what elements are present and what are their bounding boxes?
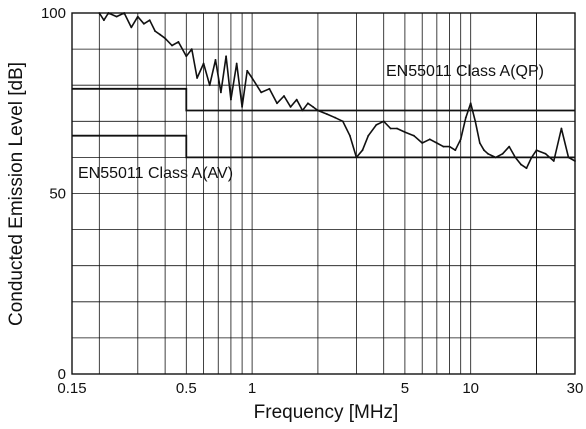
data-point	[389, 127, 392, 130]
y-tick-labels: 0 50 100	[41, 5, 66, 383]
data-point	[442, 145, 445, 148]
limit-label-av: EN55011 Class A(AV)	[78, 165, 233, 182]
data-point	[448, 145, 451, 148]
data-point	[349, 134, 351, 137]
data-point	[469, 102, 472, 105]
data-point	[185, 55, 188, 58]
data-point	[552, 160, 555, 162]
data-point	[435, 142, 438, 144]
data-point	[560, 127, 563, 130]
data-point	[154, 30, 157, 32]
data-point	[171, 44, 173, 47]
data-point	[567, 156, 570, 159]
data-point	[361, 149, 364, 152]
data-point	[326, 113, 328, 115]
data-point	[251, 77, 254, 79]
data-point	[307, 102, 309, 105]
data-point	[196, 77, 199, 79]
data-point	[428, 138, 431, 141]
data-point	[525, 167, 528, 170]
data-point	[478, 142, 481, 144]
data-point	[115, 15, 118, 18]
data-point	[220, 91, 222, 94]
data-point	[355, 156, 358, 159]
data-point	[312, 106, 314, 108]
data-point	[136, 15, 139, 18]
x-tick-label: 0.5	[176, 380, 197, 397]
data-point	[367, 134, 370, 137]
data-point	[459, 138, 462, 141]
data-point	[159, 33, 162, 36]
x-tick-label: 1	[248, 380, 256, 397]
data-point	[501, 152, 504, 155]
data-point	[148, 19, 151, 22]
data-point	[103, 19, 105, 22]
data-point	[454, 149, 457, 152]
data-point	[177, 41, 180, 43]
data-point	[317, 109, 319, 112]
data-point	[334, 116, 337, 119]
limit-line-qp	[72, 87, 575, 112]
data-point	[483, 149, 485, 152]
data-point	[241, 106, 244, 108]
data-point	[295, 98, 298, 101]
data-point	[341, 120, 344, 123]
data-point	[382, 120, 385, 123]
limit-label-qp: EN55011 Class A(QP)	[386, 63, 544, 80]
series-line-0	[98, 12, 576, 169]
data-point	[535, 149, 538, 152]
data-point	[268, 87, 271, 90]
data-point	[530, 156, 533, 159]
y-tick-label: 100	[41, 5, 66, 22]
data-point	[190, 48, 193, 50]
data-point	[230, 98, 232, 101]
data-point	[246, 69, 249, 72]
x-tick-label: 5	[401, 380, 409, 397]
data-point	[276, 102, 278, 105]
plot-grid	[72, 13, 575, 374]
data-point	[202, 62, 205, 65]
limit-lines	[72, 87, 575, 159]
data-point	[508, 145, 511, 148]
data-point	[487, 152, 489, 155]
data-point	[520, 163, 522, 166]
data-point	[225, 55, 228, 58]
emission-trace	[98, 12, 576, 170]
data-point	[396, 127, 398, 130]
data-point	[494, 156, 497, 159]
data-point	[375, 124, 378, 126]
x-tick-label: 0.15	[57, 380, 86, 397]
x-tick-labels: 0.15 0.5 1 5 10 30	[57, 380, 583, 397]
data-point	[413, 134, 415, 137]
data-point	[474, 120, 477, 123]
data-point	[214, 59, 217, 61]
y-axis-title: Conducted Emission Level [dB]	[6, 62, 27, 326]
x-axis-title: Frequency [MHz]	[254, 402, 399, 423]
y-tick-label: 50	[49, 186, 66, 203]
plot-frame	[71, 12, 576, 375]
limit-line-av	[72, 134, 575, 159]
data-point	[143, 22, 145, 25]
data-point	[421, 142, 424, 144]
data-point	[260, 91, 263, 94]
data-point	[514, 156, 517, 159]
data-point	[164, 37, 167, 40]
data-point	[208, 84, 211, 87]
x-tick-label: 10	[462, 380, 479, 397]
data-point	[235, 62, 238, 65]
data-point	[464, 116, 467, 119]
y-tick-label: 0	[58, 366, 66, 383]
data-point	[289, 106, 292, 108]
data-point	[283, 95, 285, 97]
data-point	[544, 152, 547, 155]
data-point	[404, 131, 406, 134]
data-point	[301, 109, 304, 112]
x-tick-label: 30	[567, 380, 584, 397]
data-point	[130, 26, 133, 29]
